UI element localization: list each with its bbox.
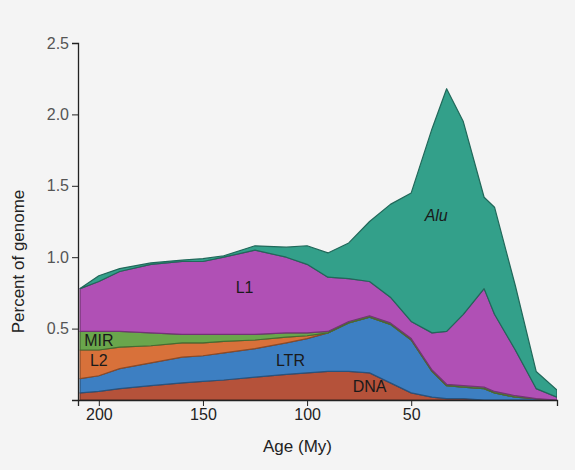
y-tick-label: 0.5 [47, 320, 69, 337]
y-tick: 1.5 [47, 177, 78, 194]
series-labels: DNA LTR L2 MIR L1 Alu [84, 207, 448, 395]
y-tick: 1.0 [47, 249, 78, 266]
x-tick: 100 [294, 400, 321, 423]
x-tick-mark [99, 400, 100, 406]
y-tick-label: 2.5 [47, 35, 69, 52]
y-tick-label: 1.0 [47, 249, 69, 266]
y-tick-label: 2.0 [47, 106, 69, 123]
x-tick-mark [203, 400, 204, 406]
series-label: LTR [276, 352, 305, 369]
series-label: L1 [236, 279, 254, 296]
series-label: MIR [84, 332, 113, 349]
area-alu [80, 89, 557, 397]
x-tick-label: 150 [190, 406, 217, 423]
x-tick-label: 200 [86, 406, 113, 423]
y-axis: 0.5 1.0 1.5 2.0 2.5 [47, 35, 79, 401]
y-tick-mark [72, 114, 78, 115]
y-axis-title: Percent of genome [9, 190, 28, 334]
y-tick-label: 1.5 [47, 177, 69, 194]
y-tick-mark [72, 43, 78, 44]
x-tick-label: 50 [403, 406, 421, 423]
y-tick: 2.0 [47, 106, 78, 123]
y-tick-mark [72, 257, 78, 258]
x-axis: 200 150 100 50 [79, 400, 558, 423]
x-tick-label: 100 [294, 406, 321, 423]
series-label: L2 [90, 352, 108, 369]
y-axis-line [72, 44, 79, 401]
x-tick-mark [411, 400, 412, 406]
x-axis-title: Age (My) [263, 437, 332, 456]
plot: DNA LTR L2 MIR L1 Alu 200 150 100 50 0.5 1.0 1.5 2.0 2… [47, 35, 558, 424]
x-axis-line [79, 401, 558, 407]
x-tick: 150 [190, 400, 217, 423]
series-label: Alu [424, 207, 448, 224]
y-tick: 0.5 [47, 320, 78, 337]
x-tick: 50 [403, 400, 421, 423]
areas [80, 89, 557, 400]
x-tick: 200 [86, 400, 113, 423]
y-tick-mark [72, 186, 78, 187]
chart: DNA LTR L2 MIR L1 Alu 200 150 100 50 0.5 1.0 1.5 2.0 2… [0, 0, 575, 470]
y-tick: 2.5 [47, 35, 78, 52]
y-tick-mark [72, 329, 78, 330]
x-tick-mark [307, 400, 308, 406]
series-label: DNA [353, 378, 387, 395]
